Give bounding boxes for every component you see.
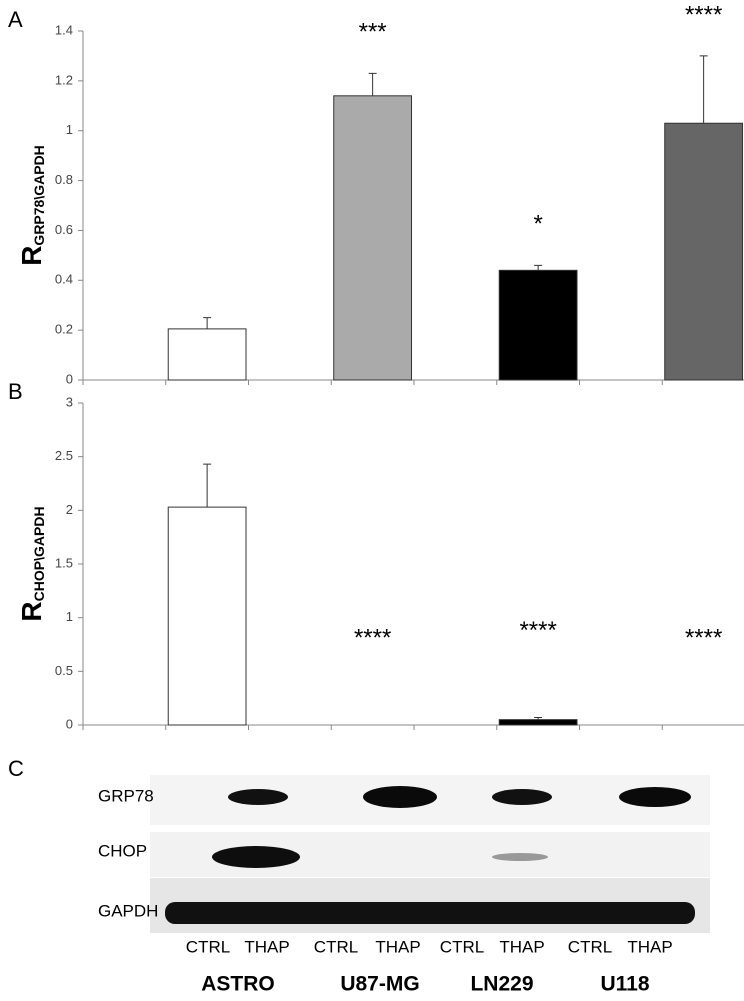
y-tick-label: 0 (66, 371, 73, 386)
y-tick-label: 0 (66, 716, 73, 731)
lane-label: THAP (499, 937, 544, 956)
row-label: GRP78 (98, 786, 154, 805)
lane-label: CTRL (440, 937, 484, 956)
significance-label: *** (359, 19, 387, 46)
y-axis-label-sub: GRP78\GAPDH (31, 145, 47, 245)
y-axis-label: RGRP78\GAPDH (16, 145, 47, 266)
error-bar (534, 264, 543, 271)
y-tick-label: 0.8 (55, 172, 73, 187)
y-axis-label-main: R (16, 601, 47, 621)
error-bar (534, 716, 543, 720)
error-bar (699, 55, 708, 124)
lane-label: THAP (244, 937, 289, 956)
lane-label: THAP (627, 937, 672, 956)
error-bar (203, 463, 212, 508)
y-tick-label: 1.5 (55, 555, 73, 570)
panel-label: B (8, 379, 23, 404)
y-tick-label: 1 (66, 609, 73, 624)
bar (498, 719, 578, 726)
error-bar (203, 317, 212, 329)
bar (664, 122, 744, 381)
y-tick-label: 0.6 (55, 222, 73, 237)
y-tick-label: 0.5 (55, 663, 73, 678)
bar (498, 269, 578, 381)
cell-line-label: U87-MG (340, 973, 419, 996)
significance-label: **** (685, 624, 722, 651)
panel-label: C (8, 756, 24, 781)
lane-label: CTRL (186, 937, 230, 956)
y-tick-label: 1 (66, 122, 73, 137)
y-tick-label: 1.4 (55, 22, 73, 37)
y-tick-label: 3 (66, 394, 73, 409)
bar (167, 328, 247, 381)
row-label: CHOP (98, 841, 147, 860)
row-label: GAPDH (98, 901, 158, 920)
significance-label: **** (354, 624, 391, 651)
blot-image (150, 775, 710, 933)
y-tick-label: 1.2 (55, 72, 73, 87)
y-tick-label: 2.5 (55, 448, 73, 463)
panel-label: A (8, 7, 23, 32)
cell-line-label: U118 (600, 973, 649, 996)
significance-label: **** (519, 617, 556, 644)
y-axis-label-main: R (16, 246, 47, 266)
y-tick-label: 2 (66, 502, 73, 517)
y-tick-label: 0.4 (55, 272, 73, 287)
error-bar (368, 72, 377, 96)
bar (333, 95, 413, 381)
y-axis-label: RCHOP\GAPDH (16, 506, 47, 621)
cell-line-label: ASTRO (201, 973, 275, 996)
lane-label: CTRL (568, 937, 612, 956)
significance-label: **** (685, 1, 722, 28)
y-tick-label: 0.2 (55, 322, 73, 337)
lane-label: CTRL (314, 937, 358, 956)
cell-line-label: LN229 (470, 973, 533, 996)
significance-label: * (533, 211, 542, 238)
bar (167, 506, 247, 726)
lane-label: THAP (375, 937, 420, 956)
y-axis-label-sub: CHOP\GAPDH (31, 506, 47, 601)
